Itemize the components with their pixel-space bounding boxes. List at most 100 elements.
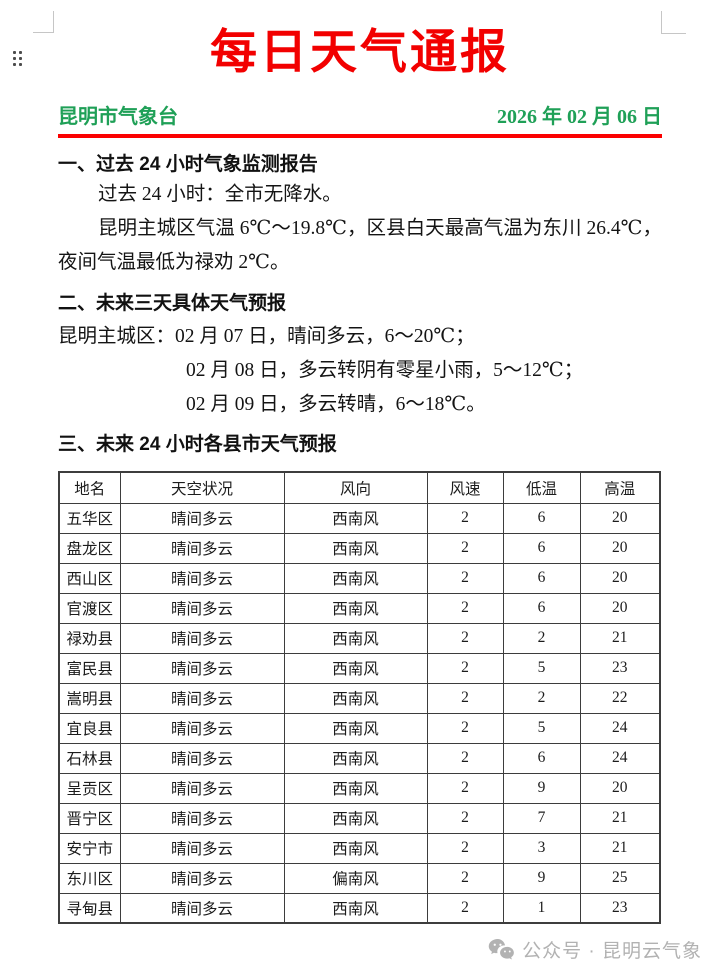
table-cell: 晴间多云: [119, 562, 285, 594]
table-cell: 2: [426, 652, 504, 684]
drag-handle-icon[interactable]: [13, 51, 22, 66]
table-cell: 晴间多云: [119, 802, 285, 834]
table-cell: 晴间多云: [119, 502, 285, 534]
table-cell: 晴间多云: [119, 622, 285, 654]
table-cell: 1: [502, 892, 581, 924]
report-date: 2026 年 02 月 06 日: [497, 106, 662, 128]
table-cell: 石林县: [58, 742, 121, 774]
table-cell: 西南风: [283, 562, 428, 594]
table-cell: 2: [426, 622, 504, 654]
table-cell: 晴间多云: [119, 742, 285, 774]
forecast-day2-line: 02 月 08 日，多云转阴有零星小雨，5～12℃；: [186, 360, 584, 381]
table-cell: 9: [502, 772, 581, 804]
table-cell: 2: [502, 682, 581, 714]
table-row: 晋宁区 晴间多云 西南风 2 7 21: [58, 802, 661, 834]
column-header: 风速: [426, 471, 504, 504]
table-cell: 2: [426, 832, 504, 864]
forecast-day1-line: 昆明主城区：02 月 07 日，晴间多云，6～20℃；: [58, 326, 475, 347]
document-title: 每日天气通报: [210, 27, 510, 79]
table-cell: 6: [502, 532, 581, 564]
table-cell: 2: [426, 502, 504, 534]
table-cell: 20: [579, 772, 661, 804]
table-cell: 晴间多云: [119, 892, 285, 924]
table-cell: 晴间多云: [119, 532, 285, 564]
table-cell: 7: [502, 802, 581, 834]
table-cell: 20: [579, 532, 661, 564]
table-cell: 西南风: [283, 532, 428, 564]
table-row: 五华区 晴间多云 西南风 2 6 20: [58, 502, 661, 534]
dot: [13, 51, 16, 54]
table-cell: 东川区: [58, 862, 121, 894]
table-cell: 晋宁区: [58, 802, 121, 834]
table-cell: 2: [426, 862, 504, 894]
table-cell: 2: [426, 682, 504, 714]
margin-corner-mark-left: [33, 11, 54, 33]
dot: [19, 57, 22, 60]
column-header: 低温: [502, 471, 581, 504]
table-cell: 西南风: [283, 502, 428, 534]
table-cell: 5: [502, 652, 581, 684]
header-rule: [58, 134, 662, 138]
table-cell: 晴间多云: [119, 772, 285, 804]
table-cell: 20: [579, 592, 661, 624]
section1-paragraph-2: 昆明主城区气温 6℃～19.8℃，区县白天最高气温为东川 26.4℃，夜间气温最…: [58, 218, 662, 273]
forecast-table-head-row: 地名 天空状况 风向 风速 低温 高温: [58, 471, 661, 504]
table-cell: 官渡区: [58, 592, 121, 624]
table-cell: 2: [426, 562, 504, 594]
dot: [13, 63, 16, 66]
agency-name: 昆明市气象台: [58, 106, 178, 128]
table-cell: 西山区: [58, 562, 121, 594]
table-cell: 西南风: [283, 802, 428, 834]
table-cell: 21: [579, 622, 661, 654]
table-cell: 盘龙区: [58, 532, 121, 564]
column-header: 天空状况: [119, 471, 285, 504]
table-cell: 西南风: [283, 622, 428, 654]
section1-heading: 一、过去 24 小时气象监测报告: [58, 154, 318, 175]
table-cell: 23: [579, 892, 661, 924]
table-cell: 9: [502, 862, 581, 894]
table-row: 呈贡区 晴间多云 西南风 2 9 20: [58, 772, 661, 804]
table-cell: 西南风: [283, 652, 428, 684]
table-cell: 6: [502, 562, 581, 594]
table-cell: 24: [579, 712, 661, 744]
table-cell: 富民县: [58, 652, 121, 684]
table-row: 禄劝县 晴间多云 西南风 2 2 21: [58, 622, 661, 654]
table-cell: 西南风: [283, 592, 428, 624]
forecast-day3-line: 02 月 09 日，多云转晴，6～18℃。: [186, 394, 486, 415]
table-cell: 3: [502, 832, 581, 864]
table-cell: 晴间多云: [119, 832, 285, 864]
table-row: 石林县 晴间多云 西南风 2 6 24: [58, 742, 661, 774]
column-header: 高温: [579, 471, 661, 504]
column-header: 风向: [283, 471, 428, 504]
table-cell: 宜良县: [58, 712, 121, 744]
table-cell: 晴间多云: [119, 652, 285, 684]
table-cell: 嵩明县: [58, 682, 121, 714]
forecast-table: 地名 天空状况 风向 风速 低温 高温 五华区 晴间多云 西南风 2 6 20 盘龙区 晴间多云 西南风 2…: [58, 471, 661, 924]
table-cell: 西南风: [283, 742, 428, 774]
table-cell: 西南风: [283, 772, 428, 804]
table-cell: 6: [502, 502, 581, 534]
table-cell: 21: [579, 832, 661, 864]
dot: [19, 51, 22, 54]
table-cell: 晴间多云: [119, 862, 285, 894]
table-row: 官渡区 晴间多云 西南风 2 6 20: [58, 592, 661, 624]
table-cell: 西南风: [283, 712, 428, 744]
table-cell: 晴间多云: [119, 712, 285, 744]
table-cell: 西南风: [283, 682, 428, 714]
table-row: 盘龙区 晴间多云 西南风 2 6 20: [58, 532, 661, 564]
wechat-icon: [488, 939, 514, 960]
table-cell: 2: [426, 592, 504, 624]
table-cell: 晴间多云: [119, 592, 285, 624]
table-cell: 晴间多云: [119, 682, 285, 714]
table-cell: 24: [579, 742, 661, 774]
watermark-text: 公众号 · 昆明云气象: [522, 941, 702, 962]
table-row: 西山区 晴间多云 西南风 2 6 20: [58, 562, 661, 594]
dot: [19, 63, 22, 66]
table-row: 寻甸县 晴间多云 西南风 2 1 23: [58, 892, 661, 924]
table-cell: 22: [579, 682, 661, 714]
section1-paragraph-1: 过去 24 小时：全市无降水。: [98, 184, 342, 205]
table-cell: 2: [426, 532, 504, 564]
section3-heading: 三、未来 24 小时各县市天气预报: [58, 434, 337, 455]
table-cell: 2: [426, 772, 504, 804]
